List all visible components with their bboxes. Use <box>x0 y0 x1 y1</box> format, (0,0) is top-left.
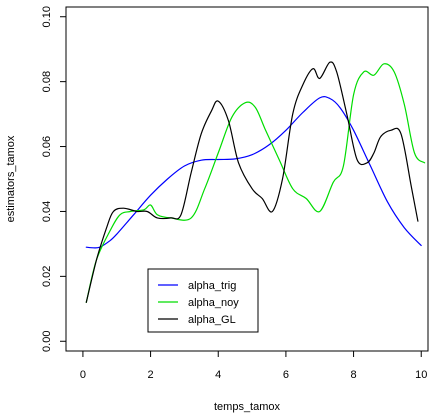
x-tick-label: 4 <box>215 369 221 381</box>
legend-box <box>147 268 259 333</box>
y-axis-label: estimators_tamox <box>5 135 17 222</box>
x-tick-label: 10 <box>415 369 427 381</box>
y-tick-label: 0.10 <box>41 6 53 27</box>
y-tick-label: 0.08 <box>41 71 53 92</box>
x-tick-label: 2 <box>148 369 154 381</box>
x-tick-label: 0 <box>80 369 86 381</box>
x-axis: 0 2 4 6 8 10 <box>80 351 427 381</box>
y-tick-label: 0.06 <box>41 136 53 157</box>
legend-label-alpha-trig: alpha_trig <box>188 280 236 292</box>
series-line-alpha-trig <box>85 96 422 249</box>
y-tick-label: 0.00 <box>41 331 53 352</box>
x-axis-label: temps_tamox <box>214 401 281 413</box>
y-axis: 0.00 0.02 0.04 0.06 0.08 0.10 <box>41 6 66 352</box>
x-tick-label: 6 <box>283 369 289 381</box>
series-layer <box>85 61 426 303</box>
y-tick-label: 0.04 <box>41 201 53 222</box>
series-line-alpha-noy <box>85 63 426 303</box>
legend-label-alpha-noy: alpha_noy <box>188 297 239 309</box>
y-tick-label: 0.02 <box>41 266 53 287</box>
x-tick-label: 8 <box>351 369 357 381</box>
plot-frame <box>65 6 429 352</box>
legend: alpha_trig alpha_noy alpha_GL <box>147 268 259 333</box>
legend-label-alpha-gl: alpha_GL <box>188 314 236 326</box>
series-line-alpha-gl <box>85 61 419 303</box>
